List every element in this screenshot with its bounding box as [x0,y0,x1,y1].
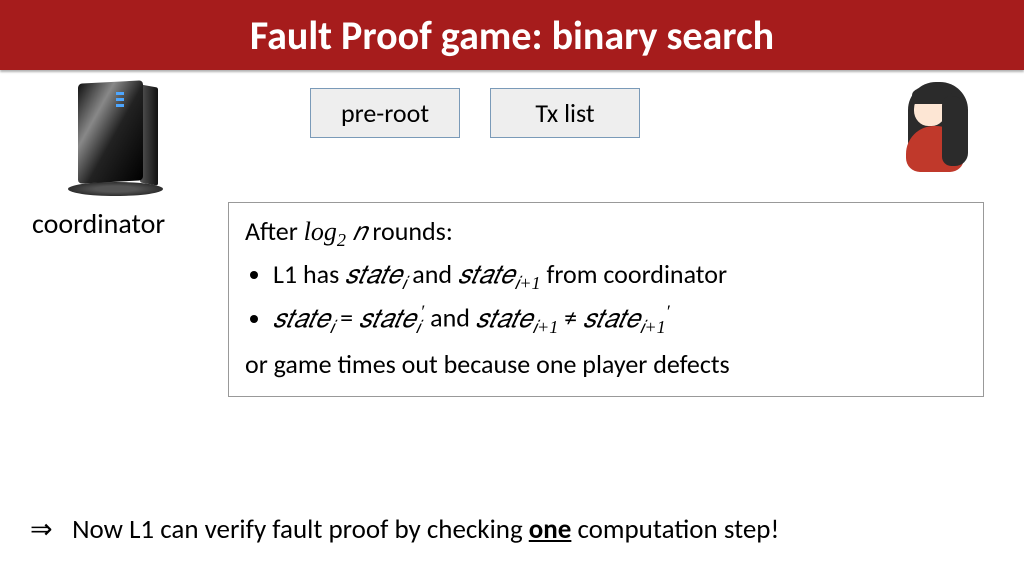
server-icon [68,82,163,202]
preroot-box: pre-root [310,88,460,138]
bullet-1: L1 has 𝑠𝑡𝑎𝑡𝑒𝑖 and 𝑠𝑡𝑎𝑡𝑒𝑖+1 from coordina… [273,256,967,297]
content-area: pre-root Tx list coordinator After log2 … [0,70,1024,576]
after-line: After log2 𝑛 rounds: [245,213,967,254]
txlist-label: Tx list [535,97,594,129]
title-bar: Fault Proof game: binary search [0,0,1024,70]
user-icon [896,82,976,172]
implies-icon: ⇒ [30,513,66,546]
timeout-line: or game times out because one player def… [245,346,967,384]
slide-title: Fault Proof game: binary search [250,11,774,60]
preroot-label: pre-root [341,97,429,129]
txlist-box: Tx list [490,88,640,138]
coordinator-label: coordinator [32,206,165,241]
info-box: After log2 𝑛 rounds: L1 has 𝑠𝑡𝑎𝑡𝑒𝑖 and 𝑠… [228,202,984,397]
conclusion-line: ⇒ Now L1 can verify fault proof by check… [30,513,994,546]
bullet-2: 𝑠𝑡𝑎𝑡𝑒𝑖 = 𝑠𝑡𝑎𝑡𝑒𝑖′ and 𝑠𝑡𝑎𝑡𝑒𝑖+1 ≠ 𝑠𝑡𝑎𝑡𝑒𝑖+1… [273,298,967,340]
